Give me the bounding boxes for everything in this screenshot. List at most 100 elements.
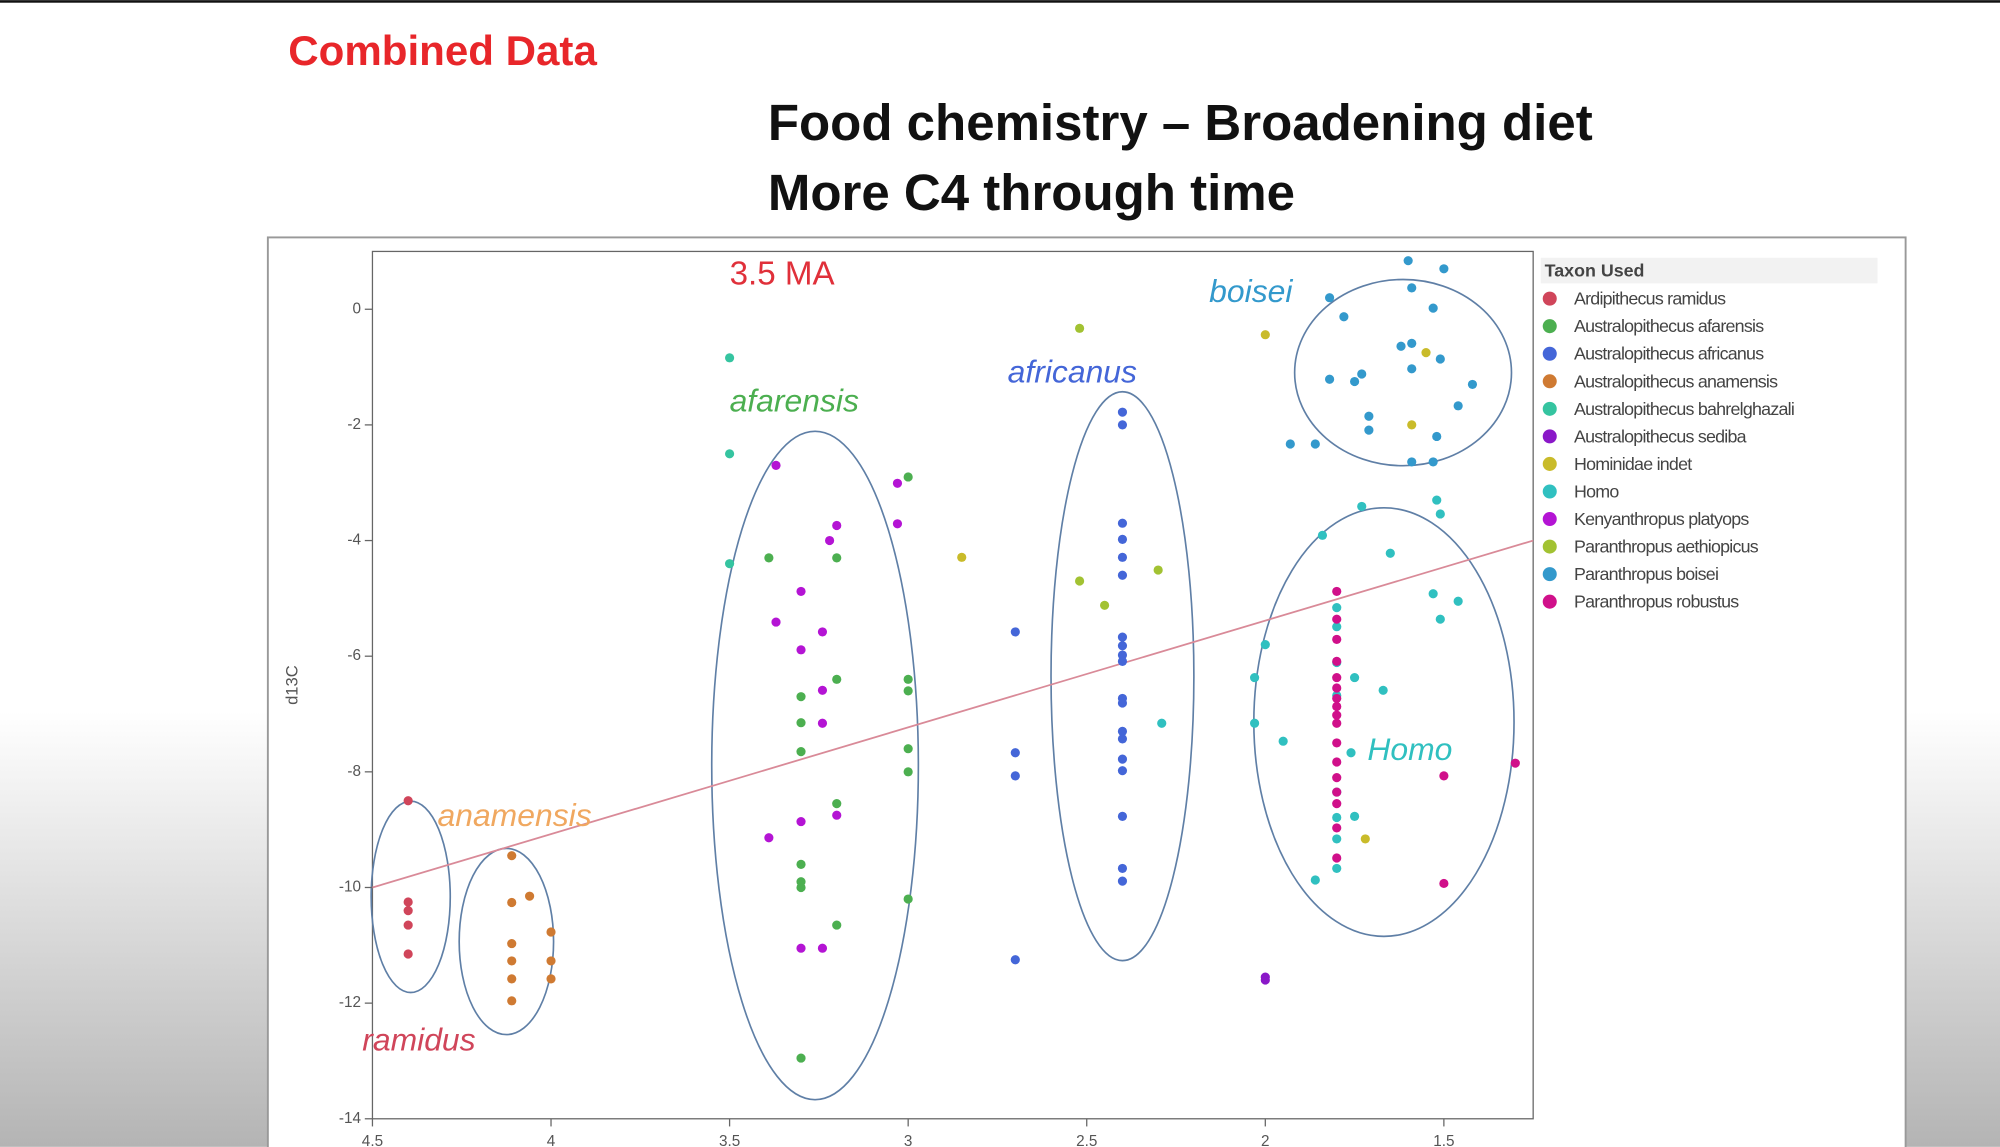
point <box>796 747 806 757</box>
legend-swatch <box>1542 346 1557 361</box>
point <box>1117 811 1128 821</box>
point <box>1010 955 1020 965</box>
point <box>1310 439 1320 449</box>
point <box>1260 640 1270 650</box>
point <box>1432 431 1442 442</box>
annotation: afarensis <box>730 383 859 419</box>
group-outline <box>710 430 920 1101</box>
point <box>1332 757 1342 767</box>
slide-title: Food chemistry – Broadening diet <box>768 94 1593 151</box>
point <box>725 353 735 363</box>
point <box>1117 698 1128 708</box>
point <box>817 685 828 695</box>
legend-label: Paranthropus robustus <box>1574 592 1739 612</box>
point <box>1260 972 1270 982</box>
point <box>903 767 913 777</box>
point <box>1332 787 1342 797</box>
point <box>1332 799 1342 809</box>
point <box>1360 834 1370 844</box>
point <box>1385 548 1395 558</box>
point <box>903 686 913 696</box>
point <box>1421 348 1431 358</box>
point <box>796 645 806 655</box>
point <box>903 894 913 904</box>
point <box>1407 420 1417 430</box>
plot <box>370 256 1534 1101</box>
point <box>1332 603 1342 613</box>
x-tick-label: 1.5 <box>1433 1133 1454 1147</box>
point <box>507 938 517 949</box>
point <box>1439 264 1449 274</box>
legend-swatch <box>1542 401 1557 416</box>
y-tick-label: -4 <box>347 532 361 549</box>
annotation: Homo <box>1367 731 1452 767</box>
point <box>1010 627 1020 637</box>
point <box>1407 457 1417 467</box>
x-tick-label: 4 <box>547 1133 556 1147</box>
slide-label: Combined Data <box>288 27 597 74</box>
point <box>1325 374 1335 384</box>
point <box>403 897 413 907</box>
point <box>1117 641 1128 651</box>
point <box>825 535 835 546</box>
point <box>1332 614 1342 624</box>
legend-label: Australopithecus africanus <box>1574 344 1764 364</box>
point <box>1117 420 1128 430</box>
point <box>957 552 967 562</box>
point <box>1407 338 1417 348</box>
legend-label: Homo <box>1574 481 1619 501</box>
point <box>1332 710 1342 720</box>
y-tick-label: -12 <box>339 994 361 1011</box>
point <box>1332 823 1342 833</box>
y-axis-label: d13C <box>283 665 302 705</box>
point <box>1332 834 1342 844</box>
point <box>1117 570 1128 580</box>
point <box>832 810 842 820</box>
y-tick-label: -6 <box>347 647 361 664</box>
point <box>832 799 842 809</box>
point <box>1117 407 1128 417</box>
point <box>892 519 903 529</box>
point <box>903 674 913 684</box>
point <box>1339 312 1349 322</box>
legend-swatch <box>1542 319 1557 334</box>
point <box>525 891 535 901</box>
point <box>1428 589 1438 599</box>
point <box>1407 283 1417 293</box>
point <box>546 974 556 984</box>
y-tick-label: -14 <box>339 1110 362 1127</box>
point <box>507 851 517 861</box>
point <box>1350 811 1360 821</box>
point <box>1467 379 1478 390</box>
point <box>1332 683 1342 693</box>
point <box>1378 685 1388 695</box>
point <box>1117 863 1128 873</box>
legend-swatch <box>1542 374 1557 389</box>
legend-label: Australopithecus sediba <box>1574 426 1747 446</box>
x-tick-label: 2 <box>1261 1133 1270 1147</box>
annotation: ramidus <box>362 1022 475 1058</box>
x-tick-label: 4.5 <box>362 1133 383 1147</box>
x-tick-label: 3.5 <box>719 1133 740 1147</box>
legend-label: Australopithecus afarensis <box>1574 316 1764 336</box>
top-border <box>0 0 2000 3</box>
legend-title: Taxon Used <box>1545 261 1645 281</box>
legend-swatch <box>1542 512 1557 527</box>
annotation: 3.5 MA <box>730 255 836 292</box>
point <box>403 906 413 916</box>
point <box>1117 726 1128 736</box>
annotation: anamensis <box>438 797 592 833</box>
point <box>403 796 413 806</box>
point <box>1117 534 1128 544</box>
legend-label: Ardipithecus ramidus <box>1574 289 1726 309</box>
point <box>1117 552 1128 562</box>
point <box>1332 718 1342 728</box>
point <box>817 627 828 637</box>
point <box>1332 773 1342 783</box>
annotation: boisei <box>1209 273 1293 309</box>
legend-label: Australopithecus anamensis <box>1574 371 1778 391</box>
point <box>1157 718 1167 728</box>
point <box>903 744 913 754</box>
point <box>1332 672 1342 683</box>
